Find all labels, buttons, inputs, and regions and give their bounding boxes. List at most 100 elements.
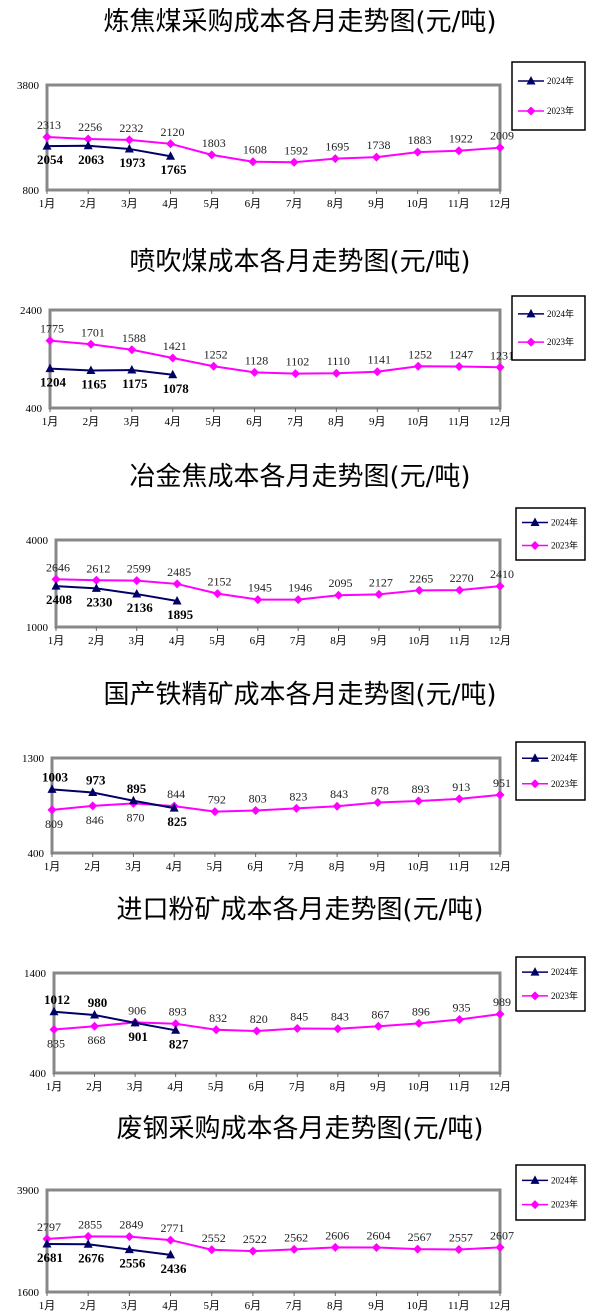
- data-label: 2676: [78, 1250, 105, 1265]
- data-label: 935: [452, 1001, 470, 1015]
- data-label: 913: [452, 780, 470, 794]
- x-tick-label: 2月: [80, 198, 97, 210]
- data-label: 2313: [37, 118, 61, 132]
- data-label: 893: [169, 1005, 187, 1019]
- data-label: 895: [127, 781, 147, 796]
- plot-area: [45, 83, 502, 192]
- data-point: [209, 361, 219, 371]
- y-tick-label: 1600: [17, 1287, 40, 1299]
- x-tick-label: 10月: [407, 416, 429, 428]
- x-tick-label: 5月: [208, 1081, 225, 1093]
- data-point: [454, 146, 464, 156]
- data-point: [90, 1021, 100, 1031]
- data-label: 1012: [44, 992, 70, 1007]
- data-point: [42, 1239, 52, 1248]
- data-label: 1895: [167, 607, 194, 622]
- x-tick-label: 11月: [449, 1081, 471, 1093]
- y-tick-label: 3800: [17, 80, 40, 92]
- legend-label: 2023年: [547, 336, 574, 347]
- x-tick-label: 5月: [209, 635, 226, 647]
- x-tick-label: 6月: [247, 861, 264, 873]
- data-label: 2522: [243, 1232, 267, 1246]
- data-point: [83, 140, 93, 150]
- data-label: 1922: [449, 132, 473, 146]
- x-tick-label: 7月: [286, 1300, 303, 1312]
- data-label: 1803: [202, 136, 226, 150]
- x-tick-label: 4月: [167, 1081, 184, 1093]
- legend-label: 2023年: [551, 1199, 578, 1210]
- chart-title: 进口粉矿成本各月走势图(元/吨): [116, 895, 483, 925]
- data-label: 2127: [369, 575, 393, 589]
- data-point: [289, 1244, 299, 1254]
- data-label: 2855: [78, 1217, 102, 1231]
- series-line: [46, 136, 501, 164]
- data-label: 1421: [163, 339, 187, 353]
- data-label: 2063: [78, 152, 105, 167]
- legend-marker: [530, 967, 540, 976]
- x-tick-label: 12月: [489, 416, 511, 428]
- x-tick-label: 9月: [369, 416, 386, 428]
- data-label: 825: [167, 814, 187, 829]
- data-point: [413, 1244, 423, 1254]
- data-point: [86, 339, 96, 349]
- y-tick-label: 1300: [22, 753, 45, 765]
- x-tick-label: 7月: [287, 416, 304, 428]
- data-point: [132, 589, 142, 598]
- y-tick-label: 4000: [26, 535, 49, 547]
- data-label: 823: [289, 789, 307, 803]
- x-tick-label: 2月: [84, 861, 101, 873]
- legend-marker: [526, 106, 536, 116]
- legend-marker: [530, 540, 540, 550]
- data-point: [169, 803, 179, 812]
- data-label: 896: [412, 1004, 430, 1018]
- data-label: 2485: [167, 565, 191, 579]
- data-label: 868: [88, 1033, 106, 1047]
- data-point: [374, 589, 384, 599]
- data-label: 989: [493, 995, 511, 1009]
- data-label: 2120: [161, 125, 185, 139]
- series-line: [55, 578, 501, 601]
- data-label: 843: [331, 1010, 349, 1024]
- y-tick-label: 400: [26, 403, 43, 415]
- legend-label: 2024年: [551, 752, 578, 763]
- y-tick-label: 1000: [26, 622, 49, 634]
- legend-label: 2024年: [547, 75, 574, 86]
- data-label: 1701: [81, 325, 105, 339]
- data-point: [83, 1239, 93, 1248]
- data-label: 2556: [119, 1256, 146, 1271]
- data-point: [211, 1025, 221, 1035]
- x-tick-label: 11月: [448, 198, 470, 210]
- chart-title: 废钢采购成本各月走势图(元/吨): [116, 1114, 483, 1144]
- legend: 2024年 2023年: [515, 956, 586, 1012]
- data-label: 835: [47, 1037, 65, 1051]
- x-tick-label: 4月: [162, 198, 179, 210]
- x-tick-label: 11月: [448, 416, 470, 428]
- data-point: [132, 576, 142, 586]
- y-tick-label: 1400: [24, 968, 47, 980]
- data-label: 906: [128, 1003, 146, 1017]
- data-point: [495, 581, 505, 591]
- data-label: 2436: [161, 1261, 188, 1276]
- y-tick-label: 800: [23, 185, 40, 197]
- data-label: 2095: [329, 576, 353, 590]
- series-line: [46, 1235, 501, 1253]
- data-label: 980: [88, 995, 108, 1010]
- x-tick-label: 3月: [128, 635, 145, 647]
- data-label: 2552: [202, 1231, 226, 1245]
- data-label: 2599: [127, 562, 151, 576]
- data-label: 1003: [42, 769, 69, 784]
- x-tick-label: 8月: [327, 198, 344, 210]
- data-point: [289, 157, 299, 167]
- plot-area: [54, 538, 502, 629]
- data-label: 1231: [490, 348, 514, 362]
- legend: 2024年 2023年: [511, 61, 586, 131]
- data-label: 2009: [490, 129, 514, 143]
- data-label: 2612: [86, 561, 110, 575]
- chart-title: 炼焦煤采购成本各月走势图(元/吨): [103, 7, 496, 37]
- data-point: [333, 1024, 343, 1034]
- x-tick-label: 7月: [288, 861, 305, 873]
- data-point: [91, 583, 101, 592]
- data-point: [168, 353, 178, 363]
- data-point: [47, 805, 57, 815]
- x-tick-label: 5月: [205, 416, 222, 428]
